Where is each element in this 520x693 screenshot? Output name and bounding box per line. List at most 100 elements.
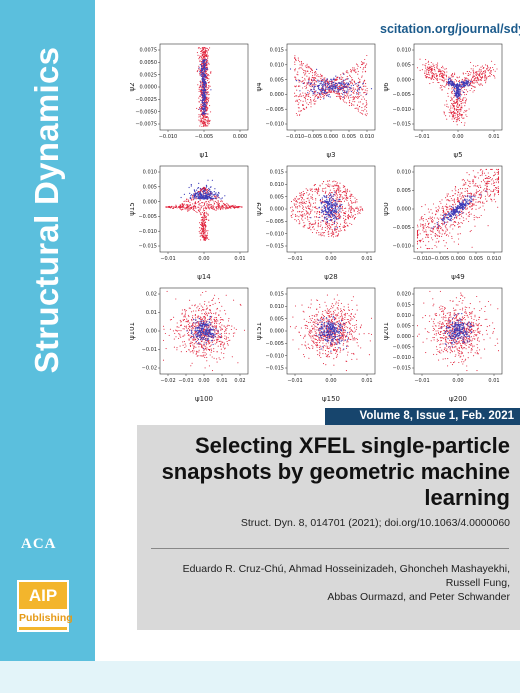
scatter-point [202,53,204,55]
scatter-point [473,214,475,216]
scatter-point [202,57,204,59]
scatter-point [310,190,312,192]
scatter-point [449,226,451,228]
scatter-point [452,81,454,83]
scatter-point [459,92,461,94]
scatter-point [330,203,332,205]
scatter-point [316,230,318,232]
scatter-point [205,78,207,80]
scatter-point [308,221,310,223]
scatter-point [356,104,359,106]
scatter-point [469,231,471,233]
scatter-point [363,62,365,64]
scatter-point [301,65,303,67]
scatter-point [307,217,309,219]
scatter-point [479,196,481,198]
x-tick-label: 0.00 [325,256,336,262]
scatter-point [327,205,329,207]
scatter-point [460,121,463,124]
y-tick-label: −0.005 [265,107,284,113]
scatter-point [317,86,319,88]
scatter-point [456,120,458,122]
scatter-point [466,189,468,191]
scatter-point [333,188,335,190]
scatter-point [200,114,202,116]
scatter-point [183,203,185,205]
y-tick-label: −0.015 [392,122,411,128]
scatter-point [422,220,424,222]
scatter-point [465,182,467,184]
scatter-point [453,106,455,108]
scatter-point [461,212,463,215]
scatter-point [481,84,483,86]
scatter-point [310,82,312,84]
scatter-point [200,83,202,85]
scatter-point [443,76,445,78]
scatter-point [354,101,356,103]
scatter-point [348,204,350,206]
scatter-point [206,67,208,69]
scatter-point [315,207,317,209]
scatter-point [463,111,465,113]
scatter-point [424,72,426,74]
scatter-point [473,90,475,92]
scatter-point [485,78,487,80]
scatter-point [300,191,302,194]
scatter-point [454,117,456,119]
scatter-point [353,96,355,98]
scatter-point [308,66,310,68]
scatter-point [327,225,329,227]
scatter-point [495,201,497,203]
scatter-point [306,192,308,194]
y-tick-label: 0.010 [143,170,157,176]
scatter-point [335,210,337,212]
scatter-point [441,227,443,229]
scatter-point [342,191,345,193]
scatter-point [330,85,332,87]
scatter-point [452,194,454,197]
scatter-point [452,219,454,221]
scatter-point [307,189,309,192]
scatter-point [303,201,306,203]
scatter-point [332,200,335,202]
scatter-point [473,181,475,183]
scatter-point [357,97,359,99]
scatter-point [362,68,364,70]
scatter-point [424,75,426,77]
scatter-point [203,75,205,77]
scatter-point [322,201,324,203]
scatter-point [452,104,454,107]
scatter-point [200,239,202,241]
point-cloud [416,58,498,126]
scatter-point [479,76,481,78]
scatter-point [456,105,458,107]
scatter-point [475,176,477,178]
scatter-point [295,85,297,87]
scatter-point [326,95,328,97]
x-tick-label: 0.00 [452,134,463,140]
scatter-point [445,76,448,78]
scatter-point [206,103,208,105]
scatter-point [206,189,208,191]
scatter-point [204,238,206,240]
scatter-point [299,95,301,98]
scatter-point [444,68,446,70]
scatter-point [344,185,346,187]
scatter-point [327,88,329,90]
scatter-point [443,111,445,114]
scatter-point [357,70,359,72]
scatter-point [424,213,426,216]
scatter-point [440,214,442,216]
scatter-point [314,216,316,218]
scatter-point [216,195,218,197]
scatter-point [338,86,340,88]
scatter-point [314,103,316,105]
scatter-point [472,182,474,184]
scatter-point [324,226,326,228]
scatter-point [208,86,210,88]
scatter-point [358,209,360,211]
scatter-point [359,106,361,108]
scatter-point [207,62,209,64]
scatter-point [310,89,312,91]
scatter-point [331,199,333,202]
